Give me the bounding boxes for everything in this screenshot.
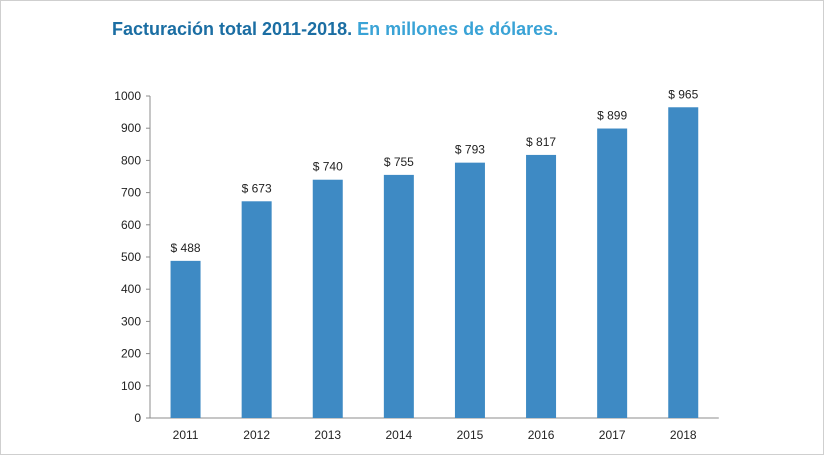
bar-2015 (454, 162, 485, 418)
data-label-2018: $ 965 (668, 87, 698, 101)
bar-2013 (312, 179, 343, 418)
chart-title: Facturación total 2011-2018. En millones… (112, 18, 558, 40)
data-label-2017: $ 899 (597, 109, 627, 123)
y-tick-label: 100 (121, 379, 141, 393)
bar-2017 (597, 128, 628, 418)
x-tick-label-2017: 2017 (599, 428, 626, 442)
y-tick-label: 500 (121, 250, 141, 264)
y-tick-label: 800 (121, 153, 141, 167)
y-tick-label: 600 (121, 218, 141, 232)
y-tick-label: 700 (121, 186, 141, 200)
x-tick-label-2018: 2018 (670, 428, 697, 442)
x-tick-label-2016: 2016 (528, 428, 555, 442)
bar-2016 (526, 154, 557, 418)
x-tick-label-2015: 2015 (457, 428, 484, 442)
chart-title-main: Facturación total 2011-2018. (112, 19, 353, 39)
chart-title-sub: En millones de dólares. (357, 19, 559, 39)
x-tick-label-2014: 2014 (385, 428, 412, 442)
x-tick-label-2013: 2013 (314, 428, 341, 442)
y-tick-label: 300 (121, 314, 141, 328)
bar-2018 (668, 107, 699, 419)
y-tick-label: 400 (121, 282, 141, 296)
bar-2012 (241, 201, 272, 418)
data-label-2012: $ 673 (242, 181, 272, 195)
data-label-2013: $ 740 (313, 160, 343, 174)
y-tick-label: 1000 (114, 89, 141, 103)
bar-2011 (170, 260, 201, 418)
data-label-2015: $ 793 (455, 143, 485, 157)
data-label-2016: $ 817 (526, 135, 556, 149)
y-tick-label: 0 (134, 411, 141, 425)
bar-2014 (383, 174, 414, 418)
data-label-2014: $ 755 (384, 155, 414, 169)
y-tick-label: 900 (121, 121, 141, 135)
data-label-2011: $ 488 (171, 241, 201, 255)
x-tick-label-2012: 2012 (243, 428, 270, 442)
y-tick-label: 200 (121, 347, 141, 361)
x-tick-label-2011: 2011 (173, 428, 199, 442)
